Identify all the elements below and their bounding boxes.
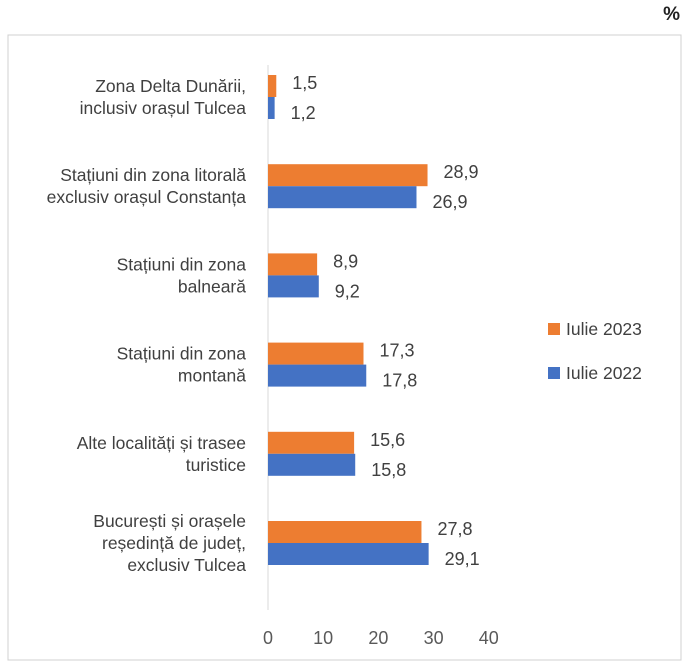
data-label: 15,6 — [370, 430, 405, 450]
bar — [268, 453, 356, 476]
legend-swatch — [548, 323, 560, 335]
x-tick-label: 0 — [263, 628, 273, 648]
bar — [268, 342, 364, 365]
data-label: 15,8 — [371, 460, 406, 480]
bar — [268, 186, 417, 209]
data-label: 27,8 — [437, 519, 472, 539]
bar — [268, 521, 422, 543]
bar — [268, 431, 355, 454]
category-label: Zona Delta Dunării, inclusiv orașul Tulce… — [80, 76, 247, 118]
legend-label: Iulie 2023 — [566, 319, 642, 339]
data-label: 29,1 — [445, 549, 480, 569]
category-label: Stațiuni din zona montană — [117, 344, 247, 386]
bar — [268, 253, 318, 276]
data-label: 17,3 — [379, 341, 414, 361]
bar — [268, 97, 275, 119]
data-label: 8,9 — [333, 251, 358, 271]
category-label: Stațiuni din zona balneară — [117, 254, 247, 296]
bar — [268, 543, 429, 565]
legend-label: Iulie 2022 — [566, 363, 642, 383]
data-label: 1,5 — [292, 73, 317, 93]
chart-border — [7, 34, 682, 661]
bar — [268, 75, 277, 97]
data-label: 26,9 — [432, 192, 467, 212]
x-tick-label: 20 — [368, 628, 388, 648]
data-label: 1,2 — [291, 103, 316, 123]
legend-swatch — [548, 367, 560, 379]
x-tick-label: 40 — [479, 628, 499, 648]
unit-label: % — [663, 4, 680, 25]
category-label: Alte localități și trasee turistice — [77, 433, 246, 475]
x-tick-label: 10 — [313, 628, 333, 648]
category-label: București și orașele reședință de județ, e… — [93, 511, 246, 575]
x-tick-label: 30 — [424, 628, 444, 648]
data-label: 9,2 — [335, 281, 360, 301]
data-label: 17,8 — [382, 371, 417, 391]
data-label: 28,9 — [444, 162, 479, 182]
category-label: Stațiuni din zona litorală exclusiv orașu… — [47, 165, 247, 207]
bar — [268, 364, 367, 387]
bar — [268, 275, 319, 298]
bar — [268, 164, 428, 187]
